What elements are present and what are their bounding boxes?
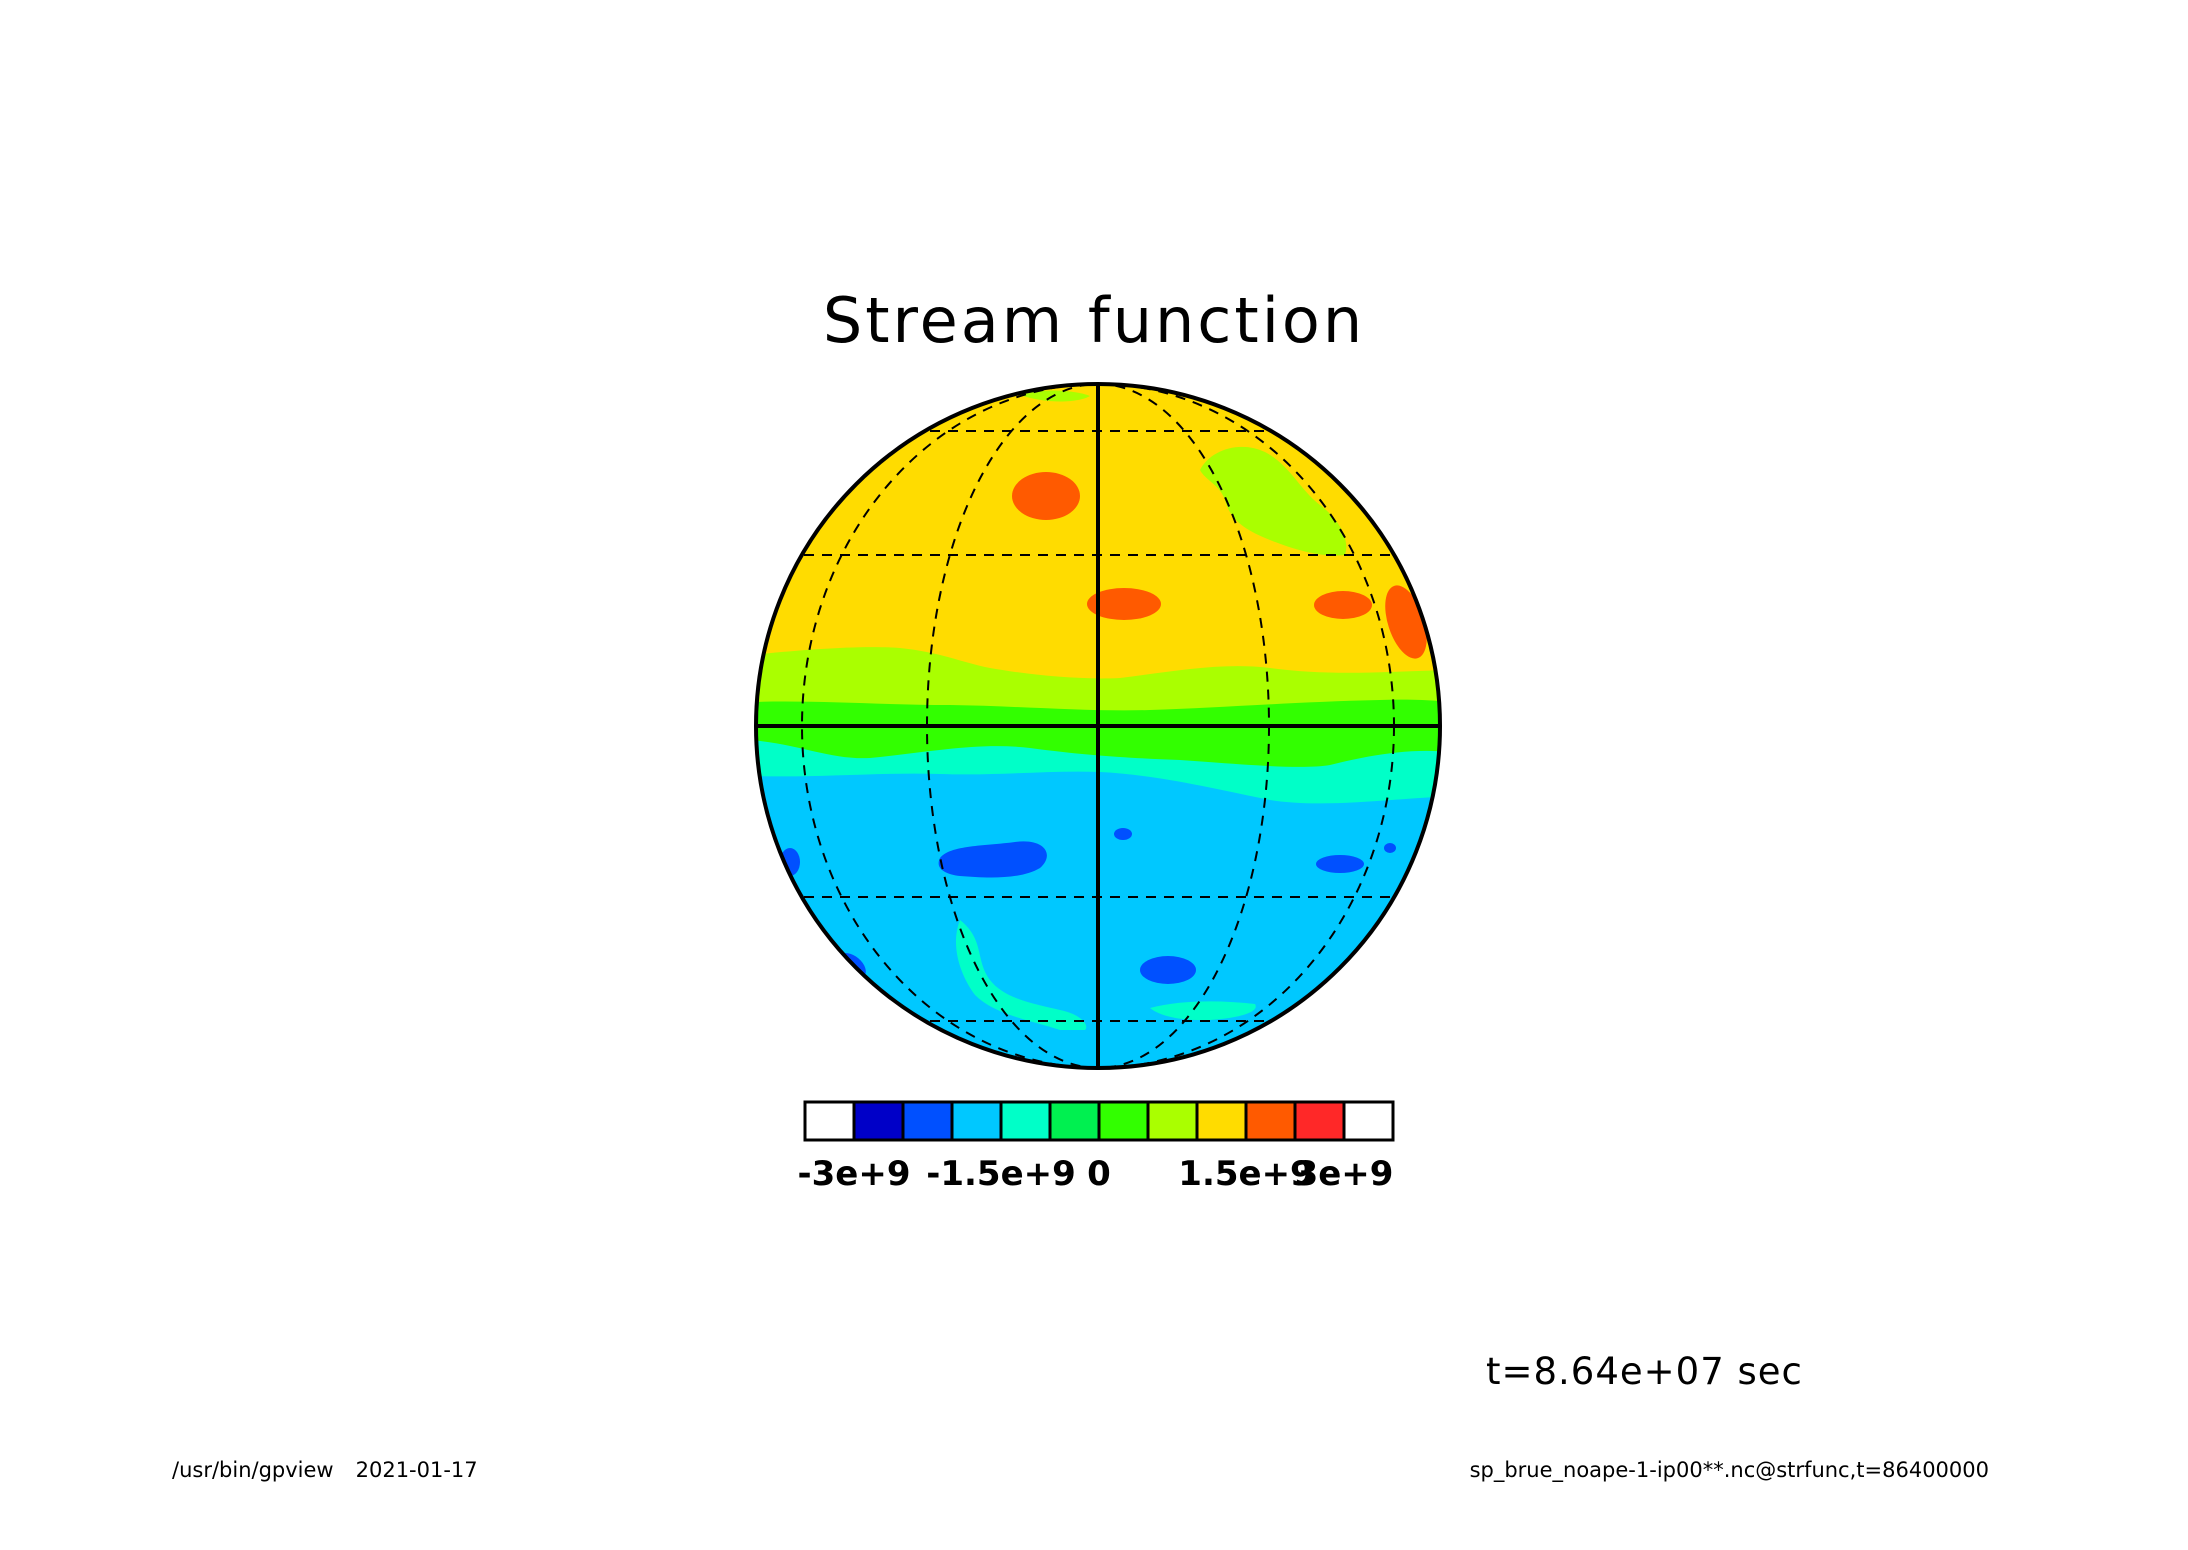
colorbar-swatch: [1293, 1100, 1346, 1142]
colorbar-swatch: [803, 1100, 856, 1142]
south-transition-band: [955, 920, 1087, 1030]
colorbar-tick-label: 1.5e+9: [1178, 1154, 1314, 1194]
globe-outline: [754, 382, 1442, 1070]
high-centre: [1314, 591, 1372, 619]
colorbar-swatch: [1244, 1100, 1297, 1142]
program-path: /usr/bin/gpview: [172, 1458, 334, 1482]
colorbar-swatch: [901, 1100, 954, 1142]
south-transition-band: [1150, 1001, 1256, 1021]
colorbar-swatch: [1146, 1100, 1199, 1142]
low-centre: [1316, 855, 1364, 873]
colorbar-tick-label: 0: [1087, 1154, 1111, 1194]
page-title: Stream function: [822, 284, 1366, 357]
colorbar-swatch: [852, 1100, 905, 1142]
low-centre: [1384, 843, 1396, 853]
high-centre: [1012, 472, 1080, 520]
colorbar-swatch: [1195, 1100, 1248, 1142]
footer-source: sp_brue_noape-1-ip00**.nc@strfunc,t=8640…: [1469, 1458, 1989, 1482]
colorbar-swatch: [1048, 1100, 1101, 1142]
colorbar-swatch: [1097, 1100, 1150, 1142]
low-centre: [1114, 828, 1132, 840]
colorbar: [803, 1100, 1395, 1142]
colorbar-tick-label: -1.5e+9: [926, 1154, 1076, 1194]
colorbar-swatch: [950, 1100, 1003, 1142]
north-transition-band: [1200, 446, 1347, 556]
time-label: t=8.64e+07 sec: [1486, 1350, 1803, 1393]
colorbar-tick-label: -3e+9: [797, 1154, 911, 1194]
colorbar-swatch: [999, 1100, 1052, 1142]
low-centre: [938, 841, 1047, 878]
colorbar-swatch: [1342, 1100, 1395, 1142]
colorbar-tick-label: 3e+9: [1294, 1154, 1394, 1194]
footer-program-info: /usr/bin/gpview 2021-01-17: [172, 1458, 478, 1482]
high-centre: [1087, 588, 1161, 620]
plot-date: 2021-01-17: [355, 1458, 478, 1482]
low-centre: [1140, 956, 1196, 984]
